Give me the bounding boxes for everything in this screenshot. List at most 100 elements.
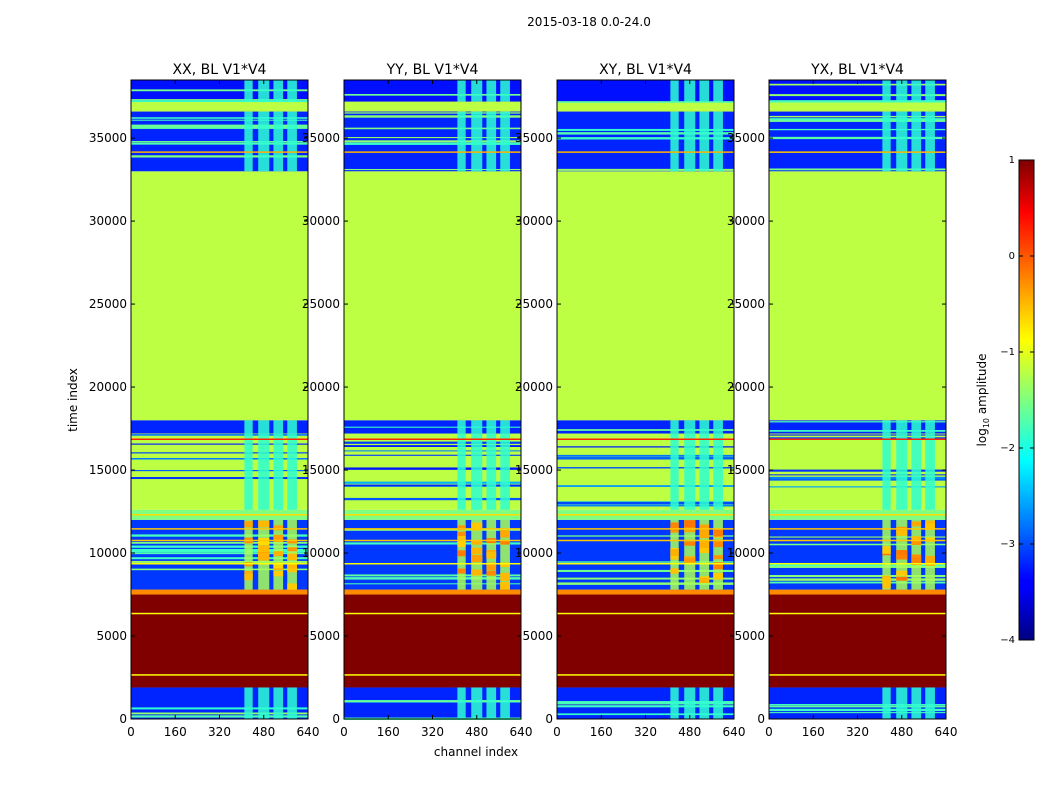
- flag-stripe: [131, 124, 308, 127]
- x-tick-label: 320: [421, 725, 444, 739]
- flag-stripe: [131, 100, 308, 103]
- rfi-band: [471, 420, 483, 434]
- rfi-band: [684, 80, 696, 102]
- rfi-burst: [273, 525, 284, 531]
- rfi-burst: [258, 552, 270, 561]
- y-tick-label: 15000: [515, 463, 553, 477]
- rfi-band: [896, 433, 908, 510]
- rfi-band: [925, 687, 935, 719]
- segment-9: [557, 101, 734, 112]
- y-tick-label: 5000: [734, 629, 765, 643]
- rfi-band: [457, 80, 466, 102]
- rfi-burst: [925, 520, 935, 526]
- rfi-band: [287, 687, 297, 719]
- flag-stripe: [131, 568, 308, 571]
- panel-title: XX, BL V1*V4: [173, 62, 267, 78]
- rfi-band: [713, 80, 723, 102]
- rfi-burst: [457, 540, 466, 548]
- y-tick-label: 10000: [727, 546, 765, 560]
- y-tick-label: 35000: [89, 131, 127, 145]
- flag-line: [557, 514, 734, 516]
- flag-line: [344, 612, 521, 615]
- flag-stripe: [557, 569, 734, 573]
- rfi-band: [684, 420, 696, 434]
- rfi-burst: [925, 558, 935, 566]
- rfi-burst: [713, 529, 723, 537]
- rfi-band: [670, 80, 679, 102]
- flag-stripe: [131, 541, 308, 544]
- y-tick-label: 0: [119, 712, 127, 726]
- rfi-band: [500, 519, 510, 590]
- rfi-band: [287, 111, 297, 172]
- rfi-burst: [882, 581, 891, 589]
- x-tick-label: 0: [127, 725, 135, 739]
- rfi-burst: [911, 554, 922, 560]
- rfi-band: [258, 433, 270, 510]
- rfi-burst: [457, 550, 466, 557]
- rfi-burst: [911, 521, 922, 527]
- flag-stripe: [769, 100, 946, 103]
- y-tick-label: 25000: [89, 297, 127, 311]
- flag-stripe: [131, 560, 308, 563]
- rfi-burst: [896, 526, 908, 533]
- rfi-band: [670, 687, 679, 719]
- panel-title: YY, BL V1*V4: [386, 62, 479, 78]
- x-tick-label: 480: [252, 725, 275, 739]
- rfi-burst: [486, 562, 497, 571]
- rfi-burst: [911, 557, 922, 565]
- flag-stripe: [344, 168, 521, 171]
- figure-suptitle: 2015-03-18 0.0-24.0: [527, 15, 651, 29]
- flag-stripe: [344, 93, 521, 96]
- y-tick-label: 35000: [727, 131, 765, 145]
- rfi-band: [244, 519, 253, 590]
- rfi-band: [500, 687, 510, 719]
- flag-stripe: [131, 545, 308, 548]
- rfi-burst: [486, 551, 497, 559]
- y-tick-label: 5000: [309, 629, 340, 643]
- flag-stripe: [769, 168, 946, 171]
- rfi-band: [273, 687, 284, 719]
- rfi-burst: [670, 568, 679, 574]
- rfi-band: [699, 433, 710, 510]
- segment-9: [344, 101, 521, 112]
- flag-line: [344, 539, 521, 542]
- rfi-burst: [911, 539, 922, 546]
- flag-line: [344, 528, 521, 530]
- rfi-burst: [500, 562, 510, 568]
- flag-line: [769, 151, 946, 153]
- rfi-band: [457, 687, 466, 719]
- rfi-band: [911, 80, 922, 102]
- rfi-band: [713, 420, 723, 434]
- rfi-burst: [244, 521, 253, 528]
- rfi-band: [486, 687, 497, 719]
- x-tick-label: 320: [208, 725, 231, 739]
- rfi-band: [925, 111, 935, 172]
- flag-line: [131, 674, 308, 676]
- rfi-burst: [896, 576, 908, 581]
- segment-9: [769, 101, 946, 112]
- flag-stripe: [344, 441, 521, 444]
- rfi-band: [896, 687, 908, 719]
- x-tick-label: 480: [890, 725, 913, 739]
- flag-line: [769, 674, 946, 676]
- flag-stripe: [557, 701, 734, 703]
- rfi-burst: [684, 520, 696, 528]
- flag-stripe: [344, 583, 521, 585]
- flag-stripe: [769, 115, 946, 118]
- flag-stripe: [344, 467, 521, 470]
- flag-line: [769, 539, 946, 542]
- y-tick-label: 30000: [89, 214, 127, 228]
- rfi-burst: [699, 577, 710, 584]
- y-tick-label: 0: [757, 712, 765, 726]
- x-tick-label: 160: [377, 725, 400, 739]
- rfi-burst: [457, 532, 466, 540]
- rfi-band: [882, 687, 891, 719]
- flag-stripe: [769, 430, 946, 432]
- flag-stripe: [131, 550, 308, 553]
- rfi-band: [258, 420, 270, 434]
- flag-line: [344, 514, 521, 516]
- flag-stripe: [769, 565, 946, 568]
- rfi-band: [287, 420, 297, 434]
- rfi-burst: [273, 571, 284, 577]
- rfi-band: [896, 80, 908, 102]
